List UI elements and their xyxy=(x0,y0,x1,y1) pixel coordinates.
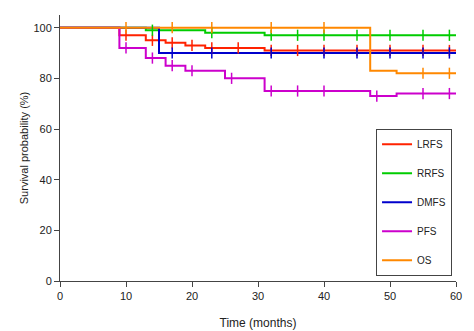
svg-text:Survival probability (%): Survival probability (%) xyxy=(18,92,30,204)
svg-text:60: 60 xyxy=(450,290,462,302)
svg-text:30: 30 xyxy=(252,290,264,302)
svg-text:0: 0 xyxy=(57,290,63,302)
svg-text:20: 20 xyxy=(186,290,198,302)
svg-text:50: 50 xyxy=(384,290,396,302)
svg-text:10: 10 xyxy=(120,290,132,302)
svg-text:20: 20 xyxy=(40,224,52,236)
svg-text:60: 60 xyxy=(40,123,52,135)
svg-text:PFS: PFS xyxy=(417,226,437,237)
svg-text:80: 80 xyxy=(40,72,52,84)
svg-text:LRFS: LRFS xyxy=(417,139,443,150)
svg-text:100: 100 xyxy=(33,22,51,34)
svg-text:40: 40 xyxy=(40,174,52,186)
svg-text:40: 40 xyxy=(318,290,330,302)
svg-text:RRFS: RRFS xyxy=(417,168,445,179)
svg-text:Time (months): Time (months) xyxy=(220,316,297,330)
svg-text:DMFS: DMFS xyxy=(417,197,446,208)
svg-text:0: 0 xyxy=(46,275,52,287)
svg-text:OS: OS xyxy=(417,255,432,266)
